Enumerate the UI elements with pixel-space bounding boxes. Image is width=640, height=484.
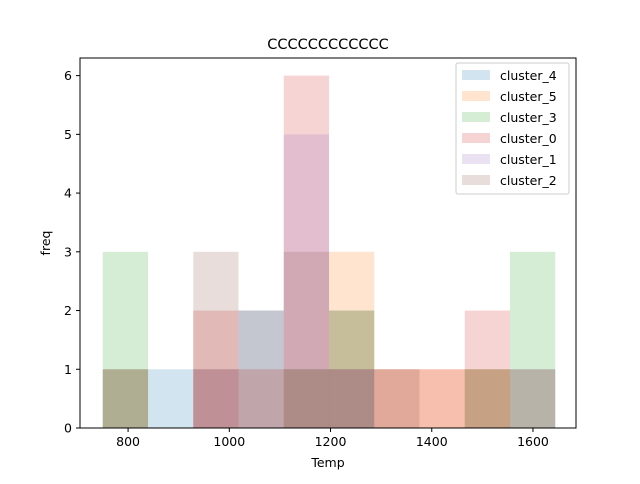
bar-cluster_0-bin-9	[510, 369, 556, 428]
bar-cluster_5-bin-6	[374, 369, 420, 428]
y-tick-label-6: 6	[64, 68, 72, 83]
legend-box	[455, 62, 570, 195]
x-axis-ticks: 800 1000 1200 1400 1600	[116, 428, 549, 449]
bar-cluster_0-bin-6	[374, 369, 420, 428]
bar-cluster_5-bin-2	[193, 369, 239, 428]
legend-swatch-cluster_5	[462, 91, 490, 101]
x-tick-label-1000: 1000	[213, 434, 245, 449]
bar-cluster_5-bin-5	[329, 251, 375, 428]
bar-cluster_4-bin-1	[148, 369, 194, 428]
y-tick-label-4: 4	[64, 186, 72, 201]
axes-frame	[79, 57, 577, 429]
y-tick-label-2: 2	[64, 303, 72, 318]
bar-cluster_4-bin-5	[329, 369, 375, 428]
bar-cluster_2-bin-3	[238, 310, 284, 428]
bar-cluster_5-bin-4	[283, 369, 330, 428]
bar-cluster_5-bin-0	[102, 369, 149, 428]
bar-cluster_4-bin-0	[102, 369, 149, 428]
bar-cluster_0-bin-4	[283, 75, 330, 428]
y-tick-label-5: 5	[64, 127, 72, 142]
bar-cluster_0-bin-7	[419, 369, 465, 428]
bar-cluster_4-bin-9	[510, 369, 556, 428]
legend-label-cluster_2: cluster_2	[500, 173, 557, 188]
x-axis-label: Temp	[310, 455, 344, 470]
legend-swatch-cluster_3	[462, 112, 490, 122]
bar-cluster_2-bin-0	[102, 369, 149, 428]
bar-cluster_3-bin-5	[329, 310, 375, 428]
bars-group	[102, 75, 556, 428]
legend: cluster_4 cluster_5 cluster_3 cluster_0clus…	[455, 62, 570, 195]
legend-label-cluster_1: cluster_1	[500, 152, 557, 167]
legend-label-cluster_4: cluster_4	[500, 68, 557, 83]
legend-swatch-cluster_0	[462, 133, 490, 143]
bar-cluster_2-bin-6	[374, 369, 420, 428]
y-tick-label-1: 1	[64, 362, 72, 377]
bar-cluster_1-bin-2	[193, 369, 239, 428]
bar-cluster_3-bin-4	[283, 369, 330, 428]
bar-cluster_4-bin-2	[193, 369, 239, 428]
bar-cluster_4-bin-4	[283, 369, 330, 428]
bar-cluster_0-bin-2	[193, 310, 239, 428]
legend-swatch-cluster_4	[462, 70, 490, 80]
x-tick-label-800: 800	[116, 434, 140, 449]
legend-swatch-cluster_1	[462, 154, 490, 164]
y-tick-label-0: 0	[64, 421, 72, 436]
bar-cluster_0-bin-8	[464, 310, 511, 428]
bar-cluster_3-bin-8	[464, 369, 511, 428]
y-tick-label-3: 3	[64, 244, 72, 259]
x-tick-label-1600: 1600	[517, 434, 549, 449]
legend-swatch-cluster_2	[462, 175, 490, 185]
bar-cluster_0-bin-5	[329, 369, 375, 428]
y-axis-ticks: 0 1 2 3 4 5 6	[64, 68, 80, 436]
legend-label-cluster_0: cluster_0	[500, 131, 557, 146]
bar-cluster_3-bin-0	[102, 251, 149, 428]
bar-cluster_1-bin-5	[329, 369, 375, 428]
bar-cluster_1-bin-4	[283, 134, 330, 428]
legend-label-cluster_5: cluster_5	[500, 89, 557, 104]
bar-cluster_5-bin-7	[419, 369, 465, 428]
bar-cluster_3-bin-9	[510, 251, 556, 428]
bar-cluster_5-bin-3	[238, 369, 284, 428]
bar-cluster_2-bin-8	[464, 369, 511, 428]
x-tick-label-1400: 1400	[416, 434, 448, 449]
bar-cluster_1-bin-3	[238, 369, 284, 428]
chart-title: CCCCCCCCCCCC	[267, 37, 389, 53]
bar-cluster_4-bin-3	[238, 310, 284, 428]
bar-cluster_5-bin-8	[464, 369, 511, 428]
bar-cluster_2-bin-5	[329, 310, 375, 428]
legend-label-cluster_3: cluster_3	[500, 110, 557, 125]
legend-items: cluster_4 cluster_5 cluster_3 cluster_0clus…	[462, 68, 557, 188]
bar-cluster_2-bin-4	[283, 251, 330, 428]
bar-cluster_2-bin-2	[193, 251, 239, 428]
x-tick-label-1200: 1200	[315, 434, 347, 449]
y-axis-label: freq	[38, 231, 53, 256]
